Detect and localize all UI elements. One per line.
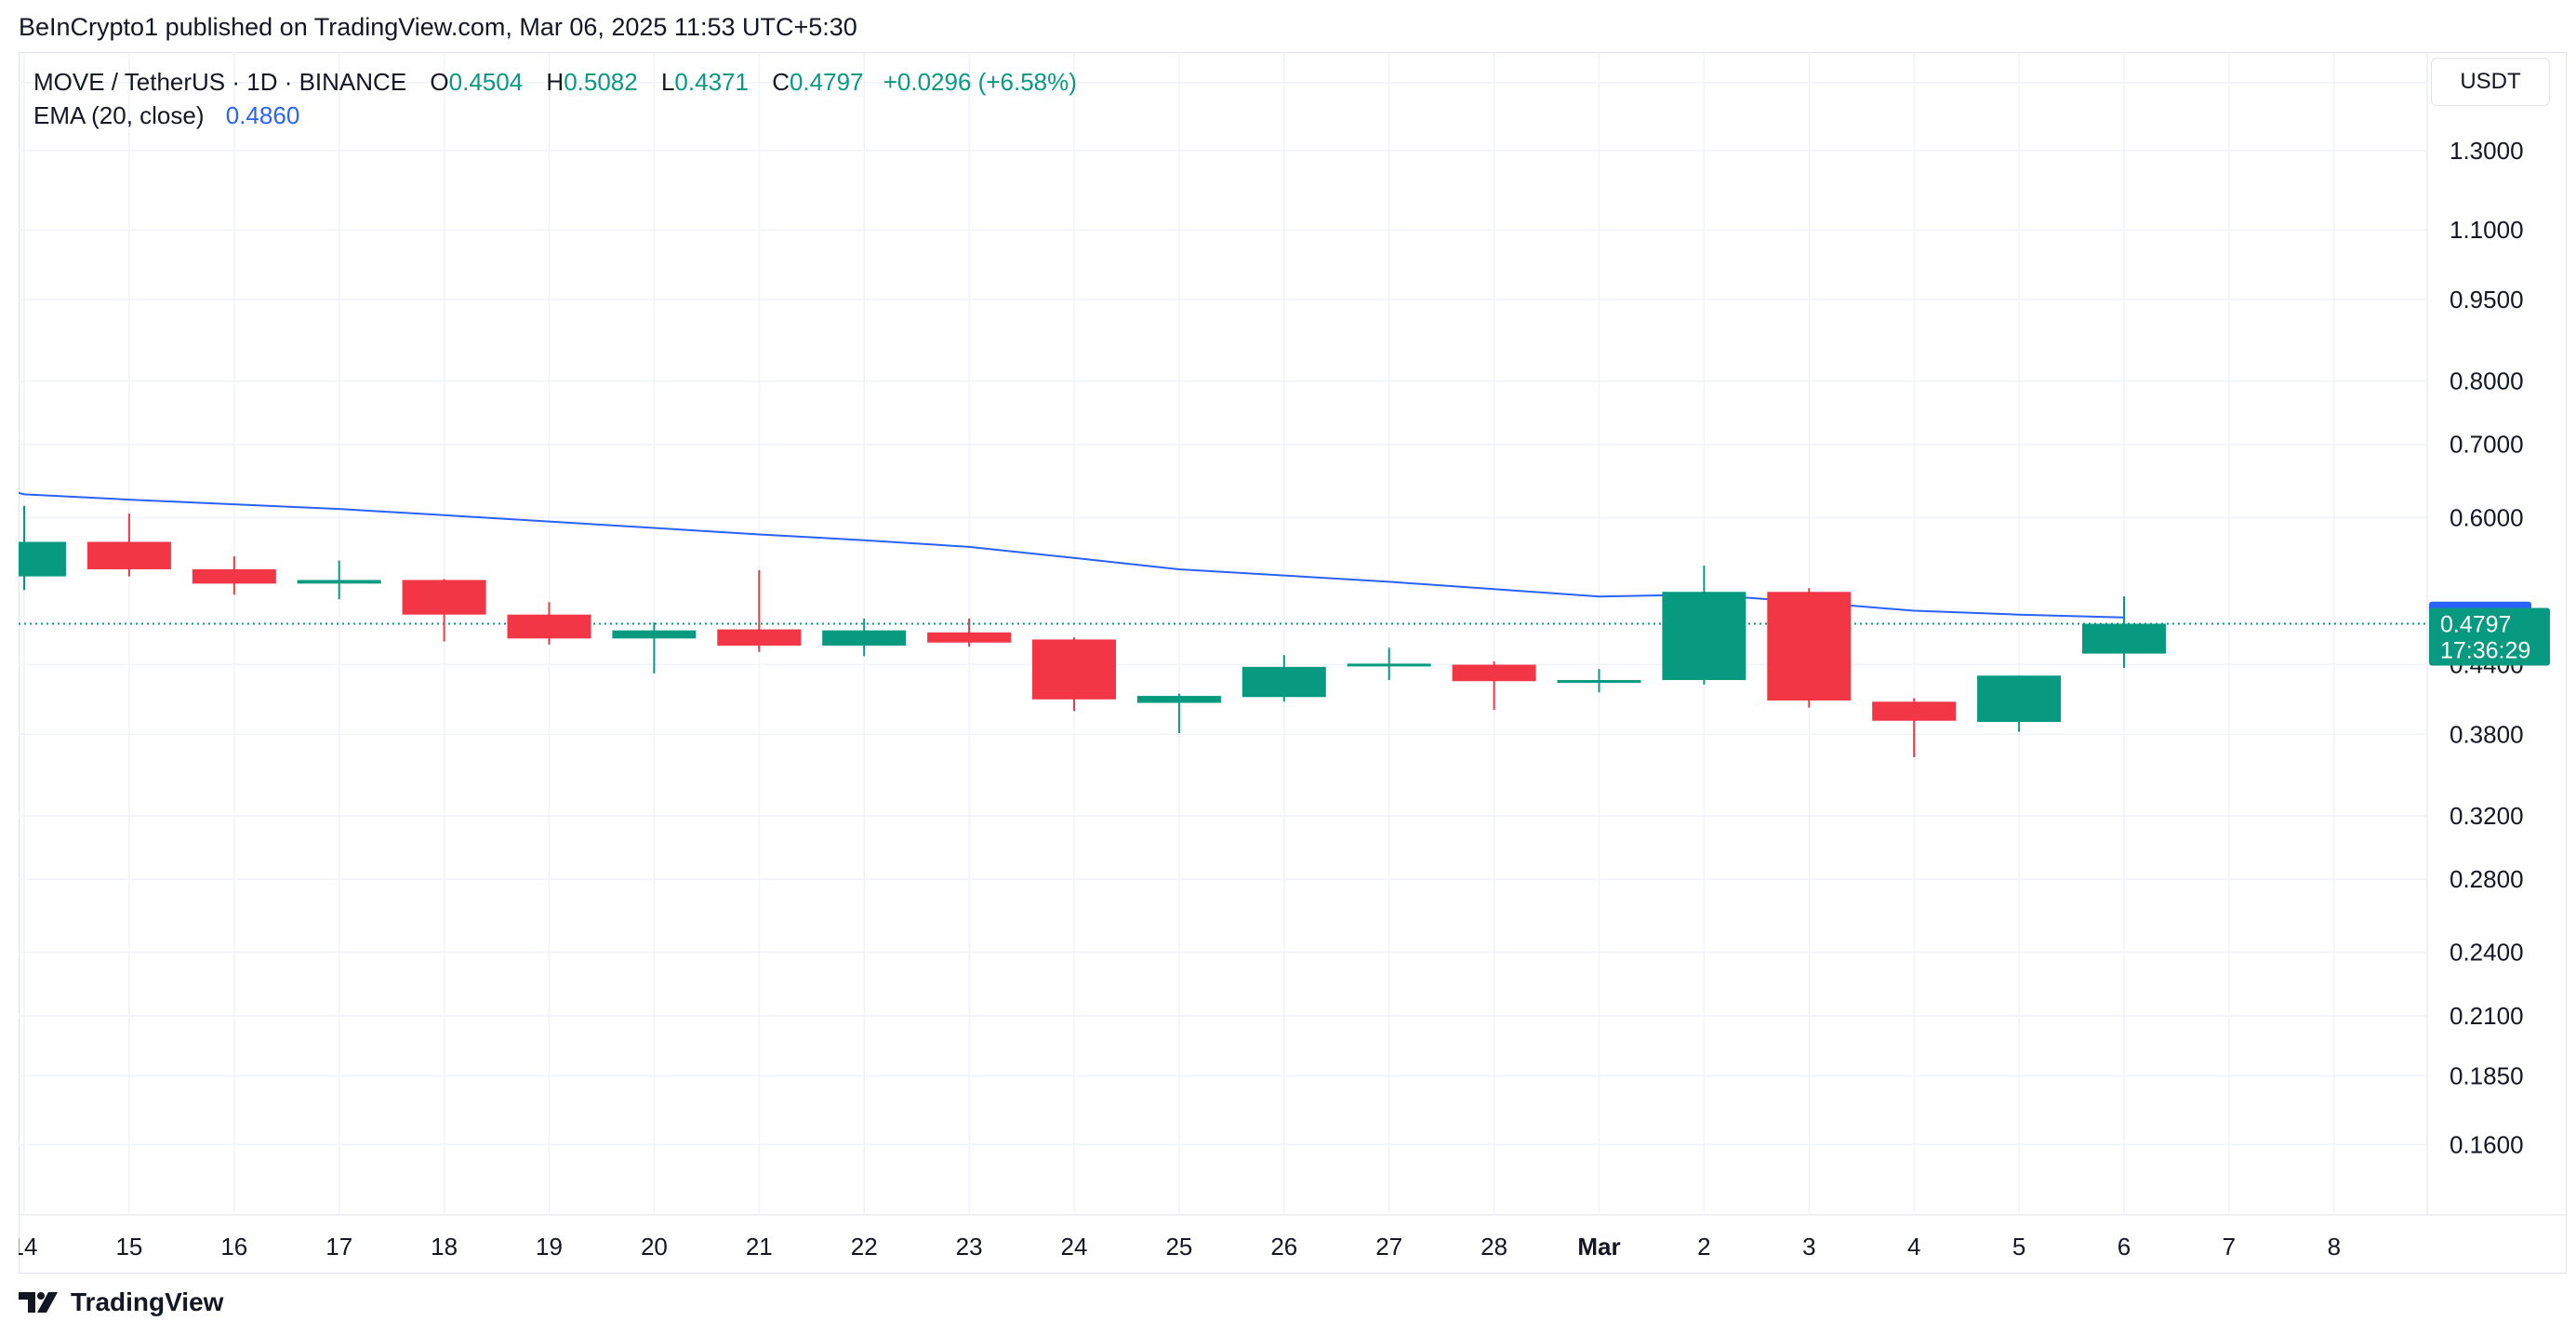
- ema-line: [19, 491, 2125, 619]
- candle-body: [1767, 592, 1852, 701]
- candle-body: [86, 541, 171, 569]
- last-price-badge-label: 0.4797: [2440, 611, 2511, 637]
- candle-body: [822, 630, 907, 647]
- candle-body: [19, 541, 66, 577]
- candle-body: [1032, 639, 1116, 700]
- low-label: L: [660, 68, 675, 96]
- date-tick-label: 2: [1697, 1233, 1710, 1261]
- candle-body: [1452, 664, 1536, 682]
- date-tick-label: 17: [325, 1233, 352, 1261]
- price-chart[interactable]: 1.50001.30001.10000.95000.80000.70000.60…: [19, 52, 2567, 1274]
- tradingview-logo-icon: [19, 1292, 58, 1313]
- date-tick-label: Mar: [1577, 1233, 1620, 1261]
- price-tick-label: 1.1000: [2450, 216, 2524, 244]
- date-tick-label: 7: [2223, 1233, 2236, 1261]
- open-value: 0.4504: [448, 68, 524, 96]
- grid-lines: [19, 52, 2427, 1215]
- price-tick-label: 0.7000: [2450, 431, 2524, 459]
- candle-body: [297, 580, 381, 584]
- date-tick-label: 5: [2012, 1233, 2025, 1261]
- candle-body: [1662, 592, 1746, 681]
- time-axis[interactable]: 141516171819202122232425262728Mar2345678: [19, 1233, 2341, 1261]
- symbol-label[interactable]: MOVE / TetherUS · 1D · BINANCE: [33, 68, 407, 96]
- date-tick-label: 18: [431, 1233, 458, 1261]
- candle-body: [192, 568, 276, 584]
- candles-layer: [19, 505, 2166, 758]
- date-tick-label: 15: [115, 1233, 142, 1261]
- date-tick-label: 26: [1270, 1233, 1297, 1261]
- candle-body: [1347, 663, 1431, 667]
- candle-body: [402, 580, 486, 615]
- candle-body: [1872, 701, 1957, 721]
- date-tick-label: 20: [641, 1233, 668, 1261]
- chart-frame-border: [19, 52, 2567, 1274]
- date-tick-label: 27: [1375, 1233, 1402, 1261]
- currency-button[interactable]: USDT: [2431, 58, 2550, 106]
- change-value: +0.0296 (+6.58%): [883, 68, 1077, 96]
- candle-body: [1136, 696, 1221, 703]
- close-label: C: [772, 68, 790, 96]
- ema-row: EMA (20, close) 0.4860: [33, 99, 1077, 132]
- price-tick-label: 1.3000: [2450, 137, 2524, 165]
- price-tick-label: 0.8000: [2450, 367, 2524, 395]
- candle-body: [1242, 666, 1326, 698]
- price-tick-label: 0.2400: [2450, 939, 2524, 967]
- last-price-badge: [2429, 607, 2550, 666]
- low-value: 0.4371: [674, 68, 749, 96]
- candle-body: [612, 630, 697, 639]
- date-tick-label: 3: [1802, 1233, 1815, 1261]
- candle-body: [1977, 675, 2062, 723]
- candle-body: [2082, 623, 2166, 654]
- date-tick-label: 16: [220, 1233, 247, 1261]
- date-tick-label: 22: [851, 1233, 878, 1261]
- date-tick-label: 8: [2328, 1233, 2341, 1261]
- price-tick-label: 0.3200: [2450, 802, 2524, 830]
- chart-legend: MOVE / TetherUS · 1D · BINANCE O0.4504 H…: [33, 65, 1077, 132]
- price-tick-label: 0.9500: [2450, 286, 2524, 313]
- date-tick-label: 4: [1907, 1233, 1920, 1261]
- candle-body: [717, 629, 802, 647]
- price-tick-label: 0.1600: [2450, 1131, 2524, 1159]
- price-tick-label: 0.2800: [2450, 865, 2524, 893]
- high-label: H: [546, 68, 564, 96]
- ema-value: 0.4860: [225, 101, 300, 129]
- candle-body: [1557, 680, 1641, 684]
- footer-brand[interactable]: TradingView: [19, 1287, 223, 1317]
- date-tick-label: 28: [1481, 1233, 1507, 1261]
- ema-label[interactable]: EMA (20, close): [33, 101, 205, 129]
- candle-body: [507, 614, 591, 639]
- date-tick-label: 25: [1165, 1233, 1192, 1261]
- open-label: O: [430, 68, 449, 96]
- candle-body: [927, 632, 1012, 643]
- date-tick-label: 23: [956, 1233, 983, 1261]
- price-tick-label: 0.3800: [2450, 720, 2524, 748]
- price-tick-label: 0.2100: [2450, 1002, 2524, 1030]
- date-tick-label: 14: [19, 1233, 37, 1261]
- date-tick-label: 21: [746, 1233, 773, 1261]
- high-value: 0.5082: [564, 68, 638, 96]
- close-value: 0.4797: [789, 68, 864, 96]
- date-tick-label: 24: [1061, 1233, 1088, 1261]
- price-tick-label: 0.1850: [2450, 1061, 2524, 1089]
- ohlc-row: MOVE / TetherUS · 1D · BINANCE O0.4504 H…: [33, 65, 1077, 99]
- ema-layer: [19, 491, 2427, 625]
- countdown-label: 17:36:29: [2440, 637, 2530, 663]
- footer-brand-label: TradingView: [71, 1287, 224, 1316]
- price-tick-label: 0.6000: [2450, 503, 2524, 531]
- date-tick-label: 6: [2118, 1233, 2131, 1261]
- date-tick-label: 19: [536, 1233, 563, 1261]
- published-header: BeInCrypto1 published on TradingView.com…: [19, 13, 857, 41]
